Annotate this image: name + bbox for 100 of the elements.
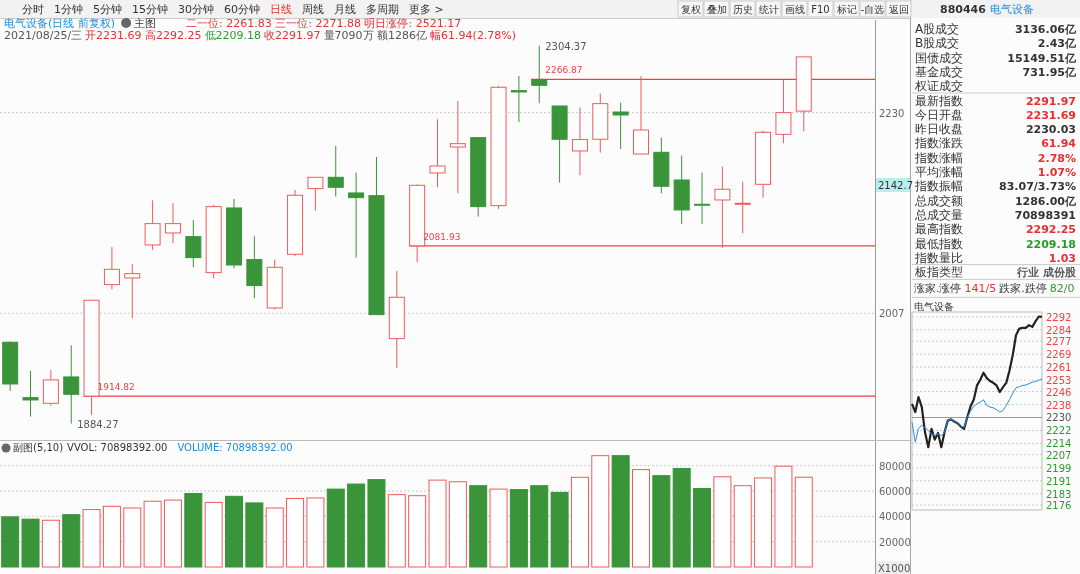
candlestick (714, 166, 731, 249)
text: 标记 (835, 4, 857, 15)
text: 15分钟 (132, 3, 168, 16)
category-label: 指数涨跌 (914, 136, 963, 151)
text: 画线 (784, 4, 805, 15)
text: 历史 (732, 4, 753, 15)
text: VOLUME: 70898392.00 (177, 442, 293, 453)
category-label: 国债成交 (915, 50, 963, 65)
text: 复权 (680, 4, 701, 15)
candlestick (531, 45, 548, 104)
bar (102, 505, 121, 568)
candlestick (348, 172, 365, 259)
bar (387, 494, 406, 568)
bar (672, 467, 691, 568)
text: 2142.7 (878, 180, 913, 191)
text: 3136.06亿 (1014, 23, 1076, 36)
bar (163, 499, 182, 568)
candlestick (164, 202, 181, 244)
y-tick-label: 2199 (1046, 462, 1072, 474)
bar (21, 518, 40, 568)
annotation: 2304.37 (545, 40, 587, 52)
y-tick-label: 2183 (1046, 488, 1072, 500)
text: 82/0 (1049, 282, 1075, 296)
candlestick (124, 263, 141, 319)
bar (693, 487, 712, 568)
y-tick-label: 2253 (1046, 375, 1072, 387)
text: 分时 (22, 3, 44, 16)
bar (204, 501, 223, 568)
line-series (910, 315, 1044, 449)
category-label: B股成交 (915, 36, 960, 51)
candlestick (307, 176, 324, 212)
y-tick-label: 2214 (1046, 438, 1072, 450)
text: 月线 (334, 3, 356, 16)
bar (570, 476, 589, 568)
candlestick (63, 344, 80, 425)
candlestick (429, 118, 446, 188)
text: 多周期 (366, 3, 399, 16)
category-label: 指数量比 (914, 250, 963, 265)
text: 880446 电气设备 (940, 3, 1034, 16)
text: 2.43亿 (1037, 37, 1076, 51)
bar (347, 483, 366, 568)
y-tick-label: 20000 (879, 536, 911, 548)
category-label: 最新指数 (915, 93, 963, 108)
text: 日线 (270, 3, 292, 16)
bar (550, 491, 569, 568)
y-tick-label: 2230 (1046, 412, 1072, 424)
text: 周线 (302, 3, 324, 16)
y-tick-label: 60000 (879, 486, 911, 497)
text: 2230.03 (1025, 123, 1076, 137)
annotation: 幅61.94(2.78%) (430, 29, 517, 42)
text: 1分钟 (54, 3, 83, 16)
candlestick (185, 219, 202, 268)
bar (428, 479, 447, 568)
text: 跌家.跌停 (999, 282, 1047, 296)
text: 行业 成份股 (1017, 266, 1076, 280)
ref-line-label: 1914.82 (97, 382, 135, 393)
category-label: 今日开盘 (915, 107, 963, 122)
text: 731.95亿 (1022, 65, 1076, 79)
bar (591, 455, 610, 568)
bar (143, 500, 162, 568)
bar (306, 497, 325, 568)
y-tick-label: 2284 (1046, 324, 1072, 336)
y-tick-label: 2246 (1046, 386, 1072, 398)
y-tick-label: 2222 (1046, 425, 1072, 437)
bar (631, 469, 650, 568)
y-axis-title: X1000 (878, 563, 911, 574)
candlestick (612, 102, 629, 150)
candlestick (327, 145, 344, 198)
category-label: 最高指数 (915, 222, 963, 237)
y-tick-label: 2261 (1046, 362, 1072, 374)
text: 1286.00亿 (1014, 194, 1076, 208)
candlestick (22, 370, 39, 418)
candlestick (510, 75, 527, 123)
bar (489, 488, 508, 568)
text: 2231.69 (1025, 108, 1076, 122)
category-label: 总成交额 (914, 193, 963, 208)
text: 15149.51亿 (1007, 51, 1076, 65)
chart-title: 电气设备(日线 前复权) (4, 17, 116, 30)
line-series (911, 378, 1043, 443)
bar (326, 488, 345, 568)
y-tick-label: 2238 (1046, 399, 1072, 411)
text: 更多 > (409, 3, 444, 16)
bar (530, 485, 549, 568)
bar (509, 489, 528, 568)
text: F10 (811, 4, 830, 15)
bar (123, 507, 142, 568)
text: -自选 (860, 4, 885, 15)
category-label: 基金成交 (915, 64, 963, 79)
text: 叠加 (706, 4, 727, 15)
bar (265, 507, 284, 568)
text: 2.78% (1037, 151, 1076, 165)
text: 2209.18 (1025, 237, 1076, 251)
category-label: 板指类型 (914, 265, 963, 280)
bar (733, 485, 752, 568)
candlestick (734, 181, 751, 234)
chart-subtitle: 主图 (134, 17, 157, 30)
text: 30分钟 (178, 3, 214, 16)
text: 61.94 (1041, 137, 1076, 151)
chart-title: 电气设备 (914, 301, 954, 312)
candlestick (103, 246, 120, 290)
